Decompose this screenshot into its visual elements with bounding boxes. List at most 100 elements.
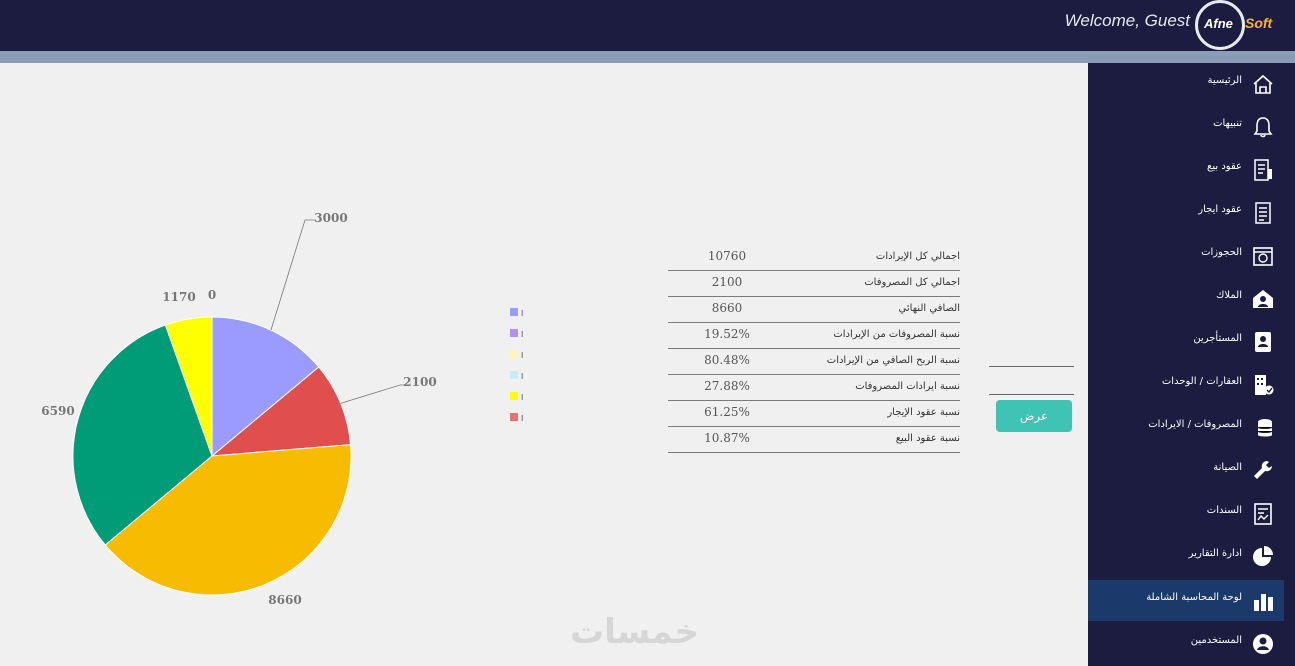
- sidebar-item-6[interactable]: المستأجرين: [1088, 321, 1284, 362]
- sidebar-item-label: المستأجرين: [1193, 333, 1242, 344]
- stat-label: نسبة عقود البيع: [895, 433, 960, 444]
- sidebar-item-label: السندات: [1206, 505, 1242, 516]
- stat-row: 10760 اجمالي كل الإيرادات: [668, 245, 960, 271]
- legend-swatch: [510, 392, 518, 400]
- stat-row: 8660 الصافي النهائي: [668, 297, 960, 323]
- coins-icon: [1257, 419, 1273, 437]
- user-icon: [1253, 634, 1273, 654]
- sidebar-item-2[interactable]: عقود بيع: [1088, 149, 1284, 190]
- pie-leader-line: [340, 384, 410, 404]
- sidebar-item-3[interactable]: عقود ايجار: [1088, 192, 1284, 233]
- legend-swatch: [510, 308, 518, 316]
- home-icon: [1253, 74, 1273, 94]
- legend-label: ا: [521, 393, 523, 402]
- sub-bar: [0, 51, 1295, 63]
- sidebar-item-label: المستخدمين: [1190, 635, 1242, 646]
- sidebar-item-0[interactable]: الرئيسية: [1088, 63, 1284, 104]
- logo: Afne: [1195, 0, 1245, 50]
- stat-value: 10760: [707, 249, 747, 263]
- from-date-field[interactable]: [989, 366, 1074, 367]
- stat-value: 61.25%: [704, 405, 750, 419]
- stat-row: 61.25% نسبة عقود الإيجار: [668, 401, 960, 427]
- sidebar-item-label: الحجوزات: [1201, 247, 1242, 258]
- legend-label: ا: [521, 372, 523, 381]
- sidebar-item-label: الرئيسية: [1207, 75, 1242, 86]
- pie-leader-line: [270, 219, 315, 331]
- stat-label: نسبة المصروفات من الإيرادات: [833, 329, 960, 340]
- legend-swatch: [510, 329, 518, 337]
- to-date-field[interactable]: [989, 394, 1074, 395]
- pie-data-label: 8660: [268, 593, 301, 607]
- bell-icon: [1253, 117, 1273, 138]
- sidebar-item-label: ادارة التقارير: [1188, 548, 1242, 559]
- wrench-icon: [1254, 461, 1272, 479]
- stat-row: 27.88% نسبة ايرادات المصروفات: [668, 375, 960, 401]
- stat-label: اجمالي كل المصروفات: [864, 277, 960, 288]
- stat-label: نسبة عقود الإيجار: [887, 407, 960, 418]
- top-bar: [0, 0, 1295, 51]
- legend-label: ا: [521, 351, 523, 360]
- stat-value: 8660: [711, 301, 743, 315]
- pie-slice[interactable]: [210, 366, 352, 457]
- pie-slice[interactable]: [104, 444, 352, 596]
- stat-label: نسبة ايرادات المصروفات: [855, 381, 960, 392]
- pie-chart: 3000 2100 8660 6590 1170 0 ا ا ا ا ا ا: [41, 211, 523, 607]
- stats-table: 10760 اجمالي كل الإيرادات 2100 اجمالي كل ال…: [668, 245, 960, 453]
- sidebar-item-12[interactable]: لوحة المحاسبة الشاملة: [1088, 580, 1284, 621]
- sidebar-item-label: العقارات / الوحدات: [1161, 376, 1242, 387]
- pie-data-label: 0: [208, 288, 216, 302]
- stat-label: اجمالي كل الإيرادات: [875, 251, 960, 262]
- stat-row: 10.87% نسبة عقود البيع: [668, 427, 960, 453]
- legend-label: ا: [521, 309, 523, 318]
- stat-value: 19.52%: [704, 327, 750, 341]
- stat-value: 80.48%: [704, 353, 750, 367]
- sidebar-item-1[interactable]: تنبيهات: [1088, 106, 1284, 147]
- legend-swatch: [510, 413, 518, 421]
- logo-text: Afne: [1204, 16, 1233, 31]
- stat-row: 19.52% نسبة المصروفات من الإيرادات: [668, 323, 960, 349]
- pie-slice[interactable]: [211, 316, 320, 458]
- legend-label: ا: [521, 330, 523, 339]
- pie-data-label: 6590: [41, 404, 74, 418]
- tenant-icon: [1255, 332, 1271, 352]
- sidebar-item-label: عقود بيع: [1207, 161, 1242, 172]
- sidebar-item-13[interactable]: المستخدمين: [1088, 623, 1284, 664]
- sidebar-item-label: لوحة المحاسبة الشاملة: [1146, 592, 1242, 603]
- sale-contract-icon: [1254, 159, 1272, 181]
- sidebar-item-4[interactable]: الحجوزات: [1088, 235, 1284, 276]
- stat-row: 2100 اجمالي كل المصروفات: [668, 271, 960, 297]
- pie-slice[interactable]: [72, 324, 213, 546]
- sidebar-item-9[interactable]: الصيانة: [1088, 450, 1284, 491]
- watermark: خمسات: [570, 612, 699, 652]
- stat-label: الصافي النهائي: [898, 303, 960, 314]
- pie-chart-icon: [1253, 546, 1273, 566]
- sidebar-item-label: تنبيهات: [1213, 118, 1242, 129]
- sidebar-item-7[interactable]: العقارات / الوحدات: [1088, 364, 1284, 405]
- building-icon: [1255, 375, 1274, 395]
- sidebar: الرئيسية تنبيهات عقود بيع عقود ايجار الحجوزا…: [1088, 63, 1295, 666]
- pie-data-label: 2100: [403, 375, 436, 389]
- legend-swatch: [510, 371, 518, 379]
- owner-icon: [1253, 290, 1273, 308]
- show-button[interactable]: عرض: [996, 400, 1072, 432]
- bar-chart-icon: [1254, 594, 1273, 611]
- legend-label: ا: [521, 414, 523, 423]
- sidebar-item-11[interactable]: ادارة التقارير: [1088, 536, 1284, 577]
- sidebar-item-label: المصروفات / الايرادات: [1148, 419, 1242, 430]
- sidebar-item-label: الملاك: [1216, 290, 1242, 301]
- sidebar-item-10[interactable]: السندات: [1088, 493, 1284, 534]
- stat-value: 27.88%: [704, 379, 750, 393]
- sidebar-item-label: عقود ايجار: [1198, 204, 1242, 215]
- pie-data-label: 1170: [162, 290, 195, 304]
- voucher-icon: [1254, 503, 1272, 525]
- logo-soft-text: Soft: [1245, 15, 1273, 31]
- sidebar-item-8[interactable]: المصروفات / الايرادات: [1088, 407, 1284, 448]
- pie-slice[interactable]: [164, 316, 213, 457]
- stat-label: نسبة الربح الصافي من الإيرادات: [826, 355, 960, 366]
- welcome-text: Welcome, Guest: [1064, 11, 1190, 30]
- sidebar-item-5[interactable]: الملاك: [1088, 278, 1284, 319]
- rent-contract-icon: [1255, 202, 1271, 224]
- stat-value: 2100: [711, 275, 743, 289]
- pie-data-label: 3000: [314, 211, 347, 225]
- calendar-icon: [1253, 247, 1273, 266]
